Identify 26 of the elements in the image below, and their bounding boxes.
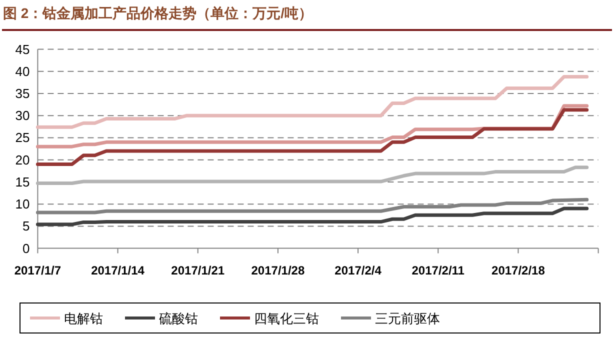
x-tick-label: 2017/2/4 xyxy=(334,263,382,278)
title: 图 2：钴金属加工产品价格走势（单位：万元/吨） xyxy=(3,5,313,21)
x-tick-label: 2017/1/7 xyxy=(14,263,62,278)
legend-label: 三元前驱体 xyxy=(375,311,440,326)
legend-label: 四氧化三钴 xyxy=(254,311,319,326)
y-tick-label: 30 xyxy=(15,108,30,124)
x-tick-label: 2017/2/11 xyxy=(412,263,465,278)
line-series xyxy=(36,108,589,166)
x-tick-label: 2017/2/18 xyxy=(492,263,546,278)
y-tick-label: 35 xyxy=(15,86,30,102)
x-tick-label: 2017/1/21 xyxy=(171,263,225,278)
y-tick-label: 10 xyxy=(15,196,30,212)
x-tick-label: 2017/1/28 xyxy=(251,263,305,278)
y-tick-label: 20 xyxy=(15,152,30,168)
line-series xyxy=(36,206,589,226)
y-tick-label: 45 xyxy=(15,42,30,57)
y-tick-label: 40 xyxy=(15,64,30,79)
legend-label: 电解钴 xyxy=(64,311,103,326)
legend-label: 硫酸钴 xyxy=(159,311,198,326)
line-series xyxy=(36,74,589,129)
y-tick-label: 5 xyxy=(22,218,30,234)
y-tick-label: 15 xyxy=(15,174,30,190)
y-tick-label: 25 xyxy=(15,130,30,146)
line-series xyxy=(36,166,589,186)
y-tick-label: 0 xyxy=(22,240,30,256)
x-tick-label: 2017/1/14 xyxy=(91,263,145,278)
